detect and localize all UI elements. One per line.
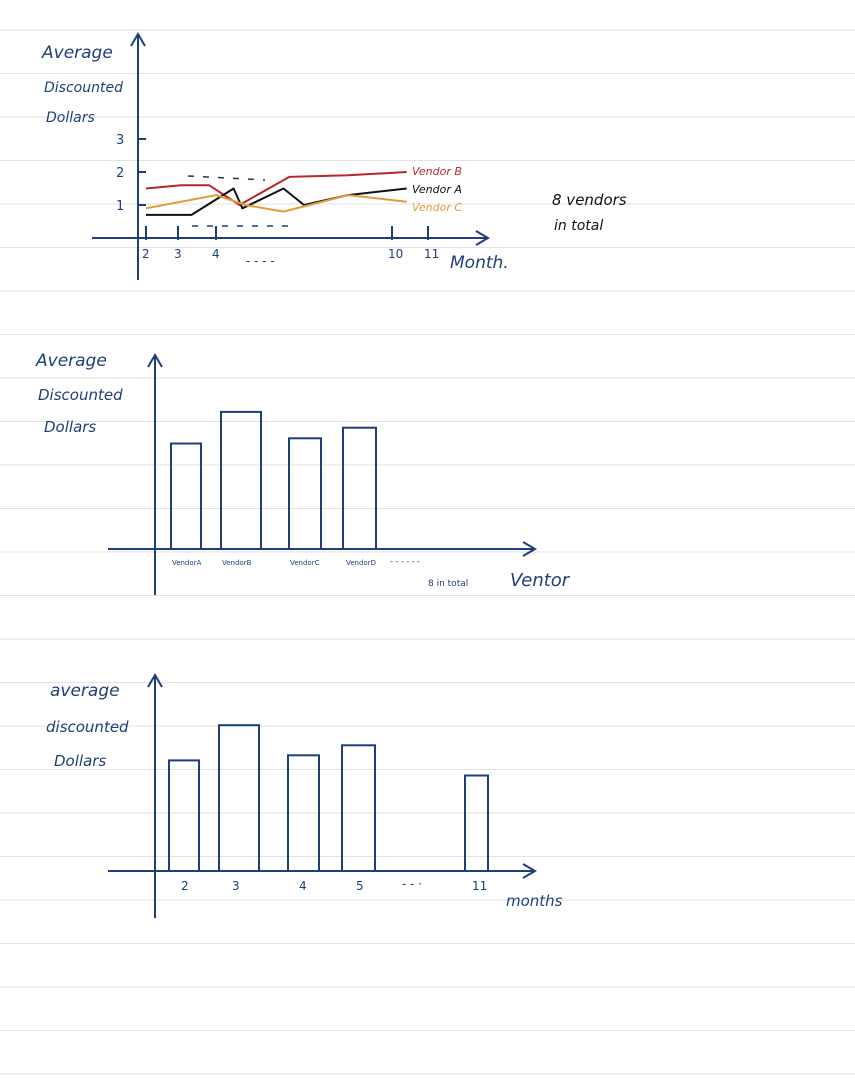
line-chart-xlabel: Month. bbox=[450, 253, 509, 273]
series-line-vendor-c bbox=[145, 194, 407, 213]
line-chart-x-ellipsis: - - - - bbox=[246, 254, 275, 268]
month-chart-ylabel-2: discounted bbox=[46, 718, 129, 736]
month-chart-category-label: 4 bbox=[299, 879, 307, 893]
month-chart-xlabel: months bbox=[506, 892, 563, 910]
month-chart-bar bbox=[464, 774, 489, 872]
series-label-vendor-c: Vendor C bbox=[412, 201, 462, 214]
more-vendors-hint-top bbox=[187, 175, 266, 181]
month-chart-bar bbox=[287, 754, 320, 872]
line-chart-y-tick-label: 1 bbox=[116, 199, 124, 214]
vendor-chart-category-label: VendorD bbox=[346, 559, 376, 567]
month-chart-category-label: 2 bbox=[181, 879, 189, 893]
line-chart-x-tick-label: 2 bbox=[142, 247, 150, 261]
vendor-chart-xlabel: Ventor bbox=[510, 570, 571, 591]
vendor-chart-bar bbox=[288, 437, 322, 550]
vendor-chart-bar bbox=[170, 442, 202, 550]
vendor-chart-ylabel-2: Discounted bbox=[38, 386, 123, 404]
month-chart-x-ellipsis: - - · bbox=[402, 877, 422, 891]
vendor-count-annotation-1: 8 vendors bbox=[552, 191, 627, 209]
line-chart-y-axis-arrow bbox=[130, 32, 146, 47]
line-chart-ylabel-3: Dollars bbox=[46, 110, 95, 126]
line-chart-y-tick-label: 2 bbox=[116, 166, 124, 181]
line-chart-x-tick-label: 4 bbox=[212, 247, 220, 261]
vendor-chart-bar bbox=[220, 410, 262, 550]
vendor-chart-x-axis-arrow bbox=[522, 541, 537, 557]
vendor-count-annotation-2: in total bbox=[554, 218, 603, 234]
line-chart-x-tick-label: 3 bbox=[174, 247, 182, 261]
vendor-chart-category-label: VendorB bbox=[222, 559, 252, 567]
series-label-vendor-a: Vendor A bbox=[412, 183, 462, 196]
month-chart-bar bbox=[341, 744, 376, 872]
month-chart-bar bbox=[218, 724, 260, 873]
line-chart-x-axis-arrow bbox=[475, 230, 490, 246]
month-chart-ylabel-3: Dollars bbox=[54, 752, 106, 770]
series-line-vendor-b bbox=[145, 171, 407, 206]
series-label-vendor-b: Vendor B bbox=[412, 165, 462, 178]
month-chart-category-label: 3 bbox=[232, 879, 240, 893]
month-chart-ylabel-1: average bbox=[50, 681, 120, 701]
month-chart-category-label: 11 bbox=[472, 879, 487, 893]
vendor-chart-ylabel-3: Dollars bbox=[44, 418, 96, 436]
vendor-chart-category-label: VendorC bbox=[290, 559, 320, 567]
vendor-chart-bar bbox=[342, 426, 377, 551]
line-chart-ylabel-2: Discounted bbox=[44, 80, 123, 96]
month-chart-x-axis-arrow bbox=[522, 863, 537, 879]
line-chart-y-tick-label: 3 bbox=[116, 133, 124, 148]
vendor-chart-x-ellipsis: - - - - - - bbox=[390, 557, 420, 566]
vendor-chart-y-axis-arrow bbox=[147, 353, 163, 368]
vendor-chart-ylabel-1: Average bbox=[35, 351, 107, 371]
month-chart-bar bbox=[168, 759, 200, 873]
month-chart-category-label: 5 bbox=[356, 879, 364, 893]
vendor-chart-category-label: VendorA bbox=[172, 559, 202, 567]
vendor-total-annotation: 8 in total bbox=[428, 579, 468, 589]
month-chart-y-axis-arrow bbox=[147, 673, 163, 688]
line-chart-x-tick-label: 11 bbox=[424, 247, 439, 261]
line-chart-x-tick-label: 10 bbox=[388, 247, 403, 261]
line-chart-ylabel-1: Average bbox=[41, 43, 113, 63]
